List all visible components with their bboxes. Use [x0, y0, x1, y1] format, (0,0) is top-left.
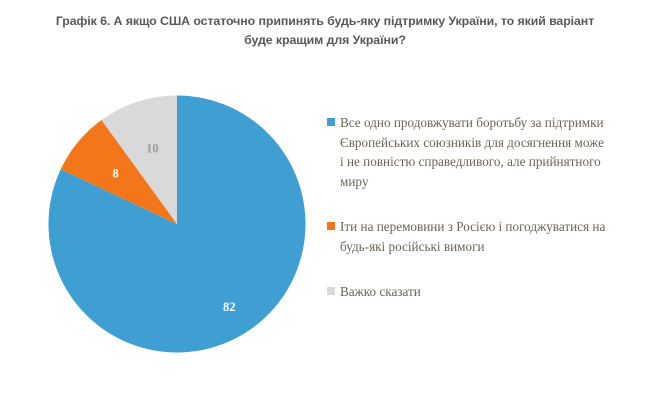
legend-item-label: Важко сказати — [340, 284, 421, 299]
page-title: Графік 6. А якщо США остаточно припинять… — [28, 12, 622, 50]
legend-swatch-icon-orange — [327, 222, 335, 230]
pie-slice-value-label: 82 — [223, 300, 236, 314]
pie-chart: 82 8 10 — [48, 95, 306, 353]
chart-title-line-1: Графік 6. А якщо США остаточно припинять… — [55, 14, 595, 28]
legend-swatch-icon-grey — [327, 287, 335, 295]
legend-item-label: Все одно продовжувати боротьбу за підтри… — [340, 115, 604, 189]
pie-slice[interactable] — [101, 95, 177, 225]
chart-title-line-2: буде кращим для України? — [244, 33, 406, 47]
pie-slice[interactable] — [60, 120, 178, 224]
legend-item-hard-to-say[interactable]: Важко сказати — [327, 282, 627, 302]
pie-slice-value-label: 10 — [146, 142, 159, 156]
legend-item-continue-fight[interactable]: Все одно продовжувати боротьбу за підтри… — [327, 113, 627, 191]
pie-slice-value-label: 8 — [112, 167, 118, 181]
pie-chart-svg: 82 8 10 — [48, 95, 306, 353]
legend-item-label: Іти на перемовини з Росією і погоджувати… — [340, 219, 606, 254]
legend-swatch-icon-blue — [327, 118, 335, 126]
legend-item-negotiate[interactable]: Іти на перемовини з Росією і погоджувати… — [327, 217, 627, 256]
chart-legend: Все одно продовжувати боротьбу за підтри… — [327, 113, 627, 328]
